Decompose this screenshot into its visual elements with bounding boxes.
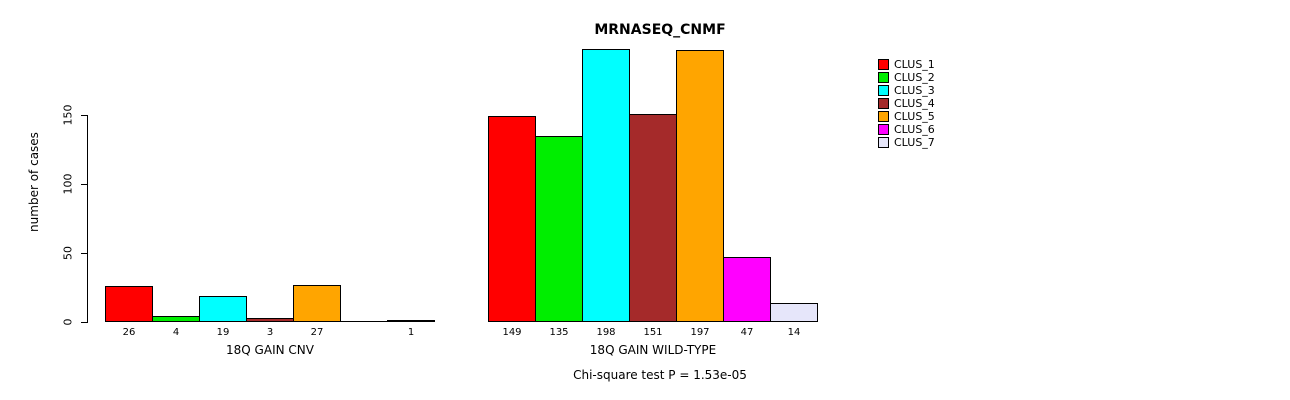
legend-swatch	[878, 137, 889, 148]
bar-clus_7	[387, 320, 435, 322]
group-label: 18Q GAIN WILD-TYPE	[589, 343, 717, 357]
bar-count-label: 47	[740, 327, 754, 338]
bar-count-label: 198	[596, 327, 616, 338]
y-axis-label: number of cases	[27, 132, 41, 232]
bar-clus_3	[582, 49, 630, 322]
legend-swatch	[878, 59, 889, 70]
legend-item: CLUS_2	[878, 71, 935, 84]
bar-clus_1	[105, 286, 153, 322]
bar-clus_2	[152, 316, 200, 322]
bar-count-label: 14	[787, 327, 801, 338]
bar-clus_4	[246, 318, 294, 322]
legend-swatch	[878, 124, 889, 135]
bar-count-label: 151	[643, 327, 663, 338]
legend-label: CLUS_2	[894, 71, 935, 84]
y-tick-label: 100	[61, 173, 75, 195]
y-tick	[81, 115, 87, 116]
legend-label: CLUS_5	[894, 110, 935, 123]
legend-swatch	[878, 98, 889, 109]
bar-clus_7	[770, 303, 818, 322]
y-tick-label: 150	[61, 104, 75, 126]
legend-swatch	[878, 72, 889, 83]
bar-clus_5	[676, 50, 724, 322]
bar-count-label: 27	[310, 327, 324, 338]
y-tick	[81, 184, 87, 185]
bar-count-label: 26	[122, 327, 136, 338]
legend-swatch	[878, 85, 889, 96]
bar-count-label: 1	[407, 327, 415, 338]
bar-count-label: 19	[216, 327, 230, 338]
bar-clus_1	[488, 116, 536, 322]
legend-item: CLUS_3	[878, 84, 935, 97]
legend-item: CLUS_5	[878, 110, 935, 123]
chi-square-note: Chi-square test P = 1.53e-05	[573, 368, 747, 382]
legend-swatch	[878, 111, 889, 122]
bar-clus_6	[340, 321, 388, 322]
legend-label: CLUS_6	[894, 123, 935, 136]
bar-clus_3	[199, 296, 247, 322]
legend-item: CLUS_1	[878, 58, 935, 71]
bar-count-label: 3	[266, 327, 274, 338]
group-label: 18Q GAIN CNV	[226, 343, 314, 357]
bar-clus_5	[293, 285, 341, 322]
bar-count-label: 135	[549, 327, 569, 338]
chart-title: MRNASEQ_CNMF	[594, 22, 726, 38]
legend-item: CLUS_6	[878, 123, 935, 136]
y-tick	[81, 322, 87, 323]
bar-clus_2	[535, 136, 583, 322]
y-tick-label: 0	[61, 318, 75, 326]
bar-clus_6	[723, 257, 771, 322]
legend-label: CLUS_7	[894, 136, 935, 149]
y-tick-label: 50	[61, 246, 75, 260]
y-axis	[87, 115, 88, 323]
bar-clus_4	[629, 114, 677, 322]
legend-item: CLUS_7	[878, 136, 935, 149]
legend-label: CLUS_1	[894, 58, 935, 71]
bar-count-label: 149	[502, 327, 522, 338]
bar-count-label: 197	[690, 327, 710, 338]
legend: CLUS_1 CLUS_2 CLUS_3 CLUS_4 CLUS_5 CLUS_6 CLUS…	[878, 58, 935, 149]
legend-label: CLUS_3	[894, 84, 935, 97]
legend-label: CLUS_4	[894, 97, 935, 110]
bar-count-label: 4	[172, 327, 180, 338]
legend-item: CLUS_4	[878, 97, 935, 110]
y-tick	[81, 253, 87, 254]
